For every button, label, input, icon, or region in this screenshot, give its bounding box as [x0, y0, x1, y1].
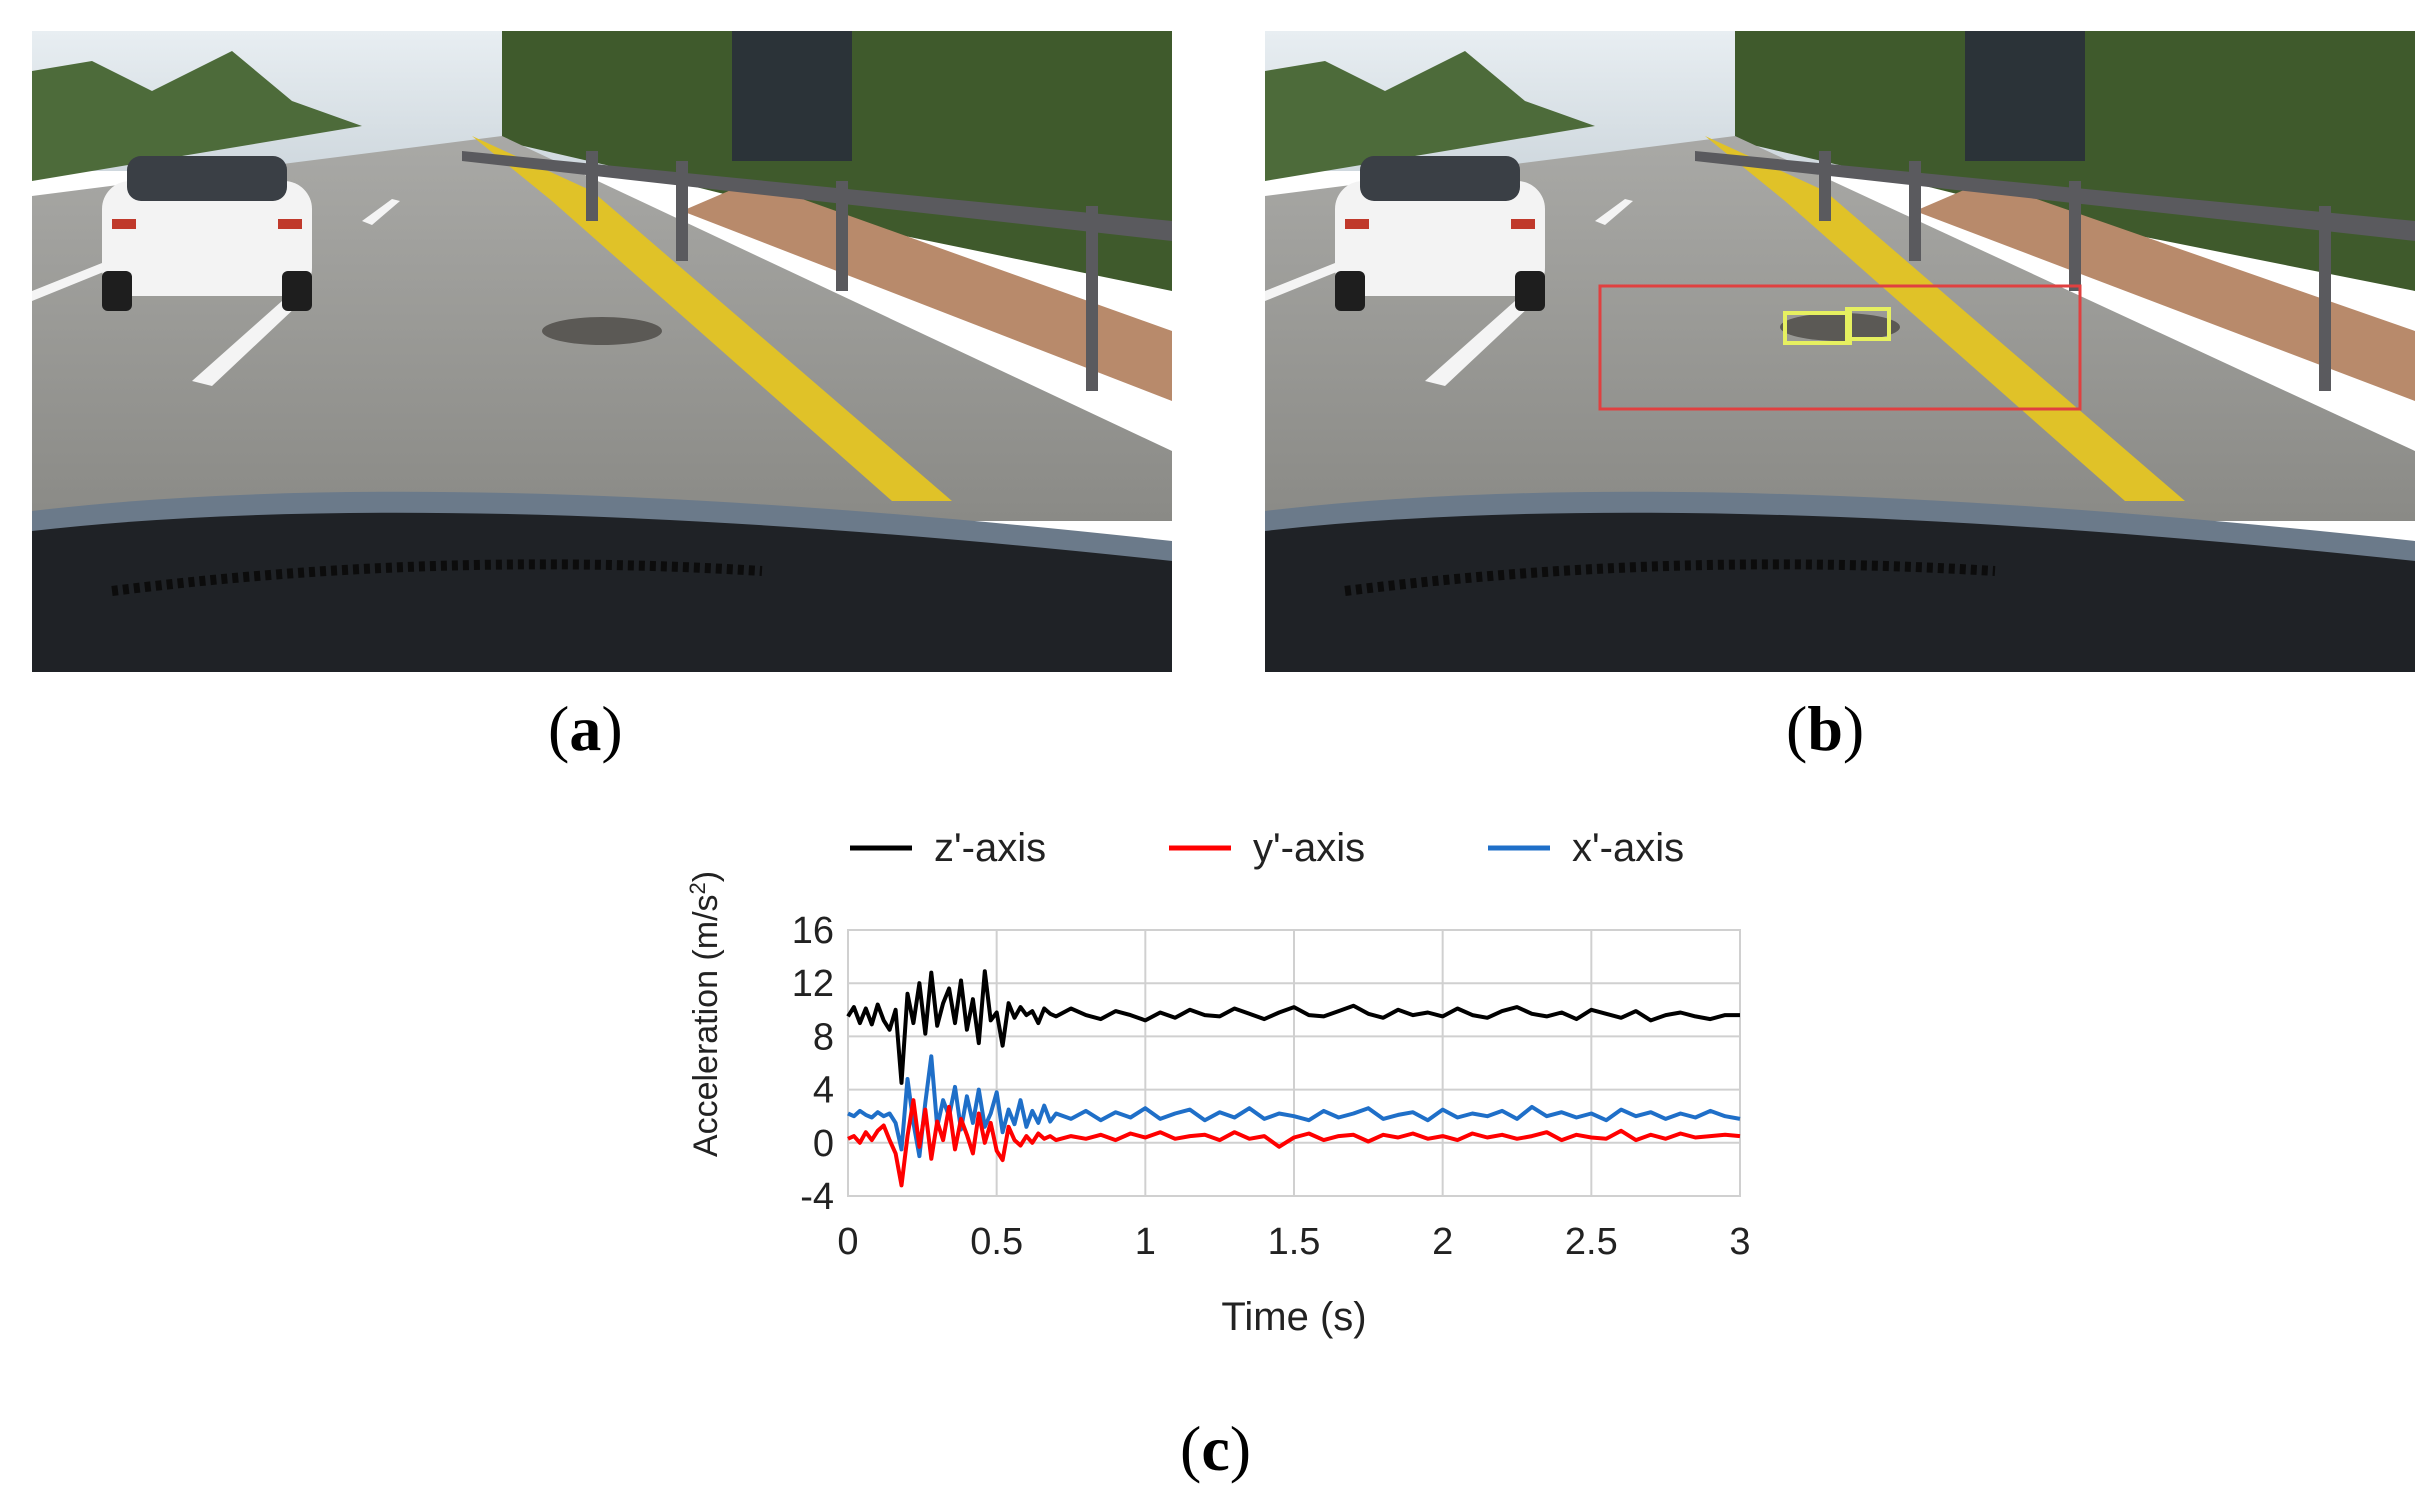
chart-grid: [847, 929, 1741, 1197]
x-tick-label: 1: [1135, 1221, 1156, 1263]
x-tick-label: 3: [1729, 1221, 1750, 1263]
road-photo-b: [1265, 31, 2415, 672]
y-tick-label: 16: [792, 910, 834, 952]
road-photo-a: [32, 31, 1172, 672]
series-line-zaxis: [846, 969, 1740, 1085]
x-tick-label: 2.5: [1565, 1221, 1618, 1263]
guardrail-posts-a: [586, 151, 1098, 391]
legend-label: y'-axis: [1253, 826, 1365, 870]
road-scene-a: [32, 31, 1172, 672]
x-tick-label: 0.5: [970, 1221, 1023, 1263]
x-tick-label: 0: [837, 1221, 858, 1263]
x-axis-label: Time (s): [1221, 1295, 1366, 1339]
panel-label-a: (a): [548, 693, 623, 764]
legend-label: x'-axis: [1572, 826, 1684, 870]
y-tick-label: 0: [813, 1123, 834, 1165]
chart-series: [846, 969, 1741, 1188]
manhole-b: [1780, 313, 1900, 341]
panel-label-c: (c): [1180, 1413, 1252, 1484]
x-tick-label: 2: [1432, 1221, 1453, 1263]
panel-label-b: (b): [1786, 693, 1865, 764]
dashboard-b: [1265, 501, 2415, 672]
white-suv-b: [1335, 156, 1545, 311]
y-axis-label: Acceleration (m/s2): [685, 871, 726, 1157]
manhole-a: [542, 317, 662, 345]
roi-box: [1598, 284, 2082, 411]
lane-markings-b: [1265, 199, 1633, 386]
legend-label: z'-axis: [934, 826, 1046, 870]
x-tick-label: 1.5: [1268, 1221, 1321, 1263]
y-tick-label: -4: [800, 1176, 834, 1218]
dashboard-a: [32, 501, 1172, 672]
detection-box-2: [1845, 307, 1891, 341]
road-scene-b: [1265, 31, 2415, 672]
series-line-xaxis: [847, 1054, 1741, 1159]
acceleration-chart: z'-axis y'-axis x'-axis -4 0 4 8 12 16 0 0.5 1 1.5 2…: [660, 808, 1780, 1368]
y-tick-label: 4: [813, 1070, 834, 1112]
guardrail-posts-b: [1819, 151, 2331, 391]
chart-legend: z'-axis y'-axis x'-axis: [850, 826, 1684, 870]
y-tick-label: 12: [792, 963, 834, 1005]
lane-markings-a: [32, 199, 400, 386]
y-tick-label: 8: [813, 1016, 834, 1058]
detection-box-1: [1783, 311, 1852, 345]
series-line-yaxis: [847, 1098, 1741, 1188]
white-suv-a: [102, 156, 312, 311]
